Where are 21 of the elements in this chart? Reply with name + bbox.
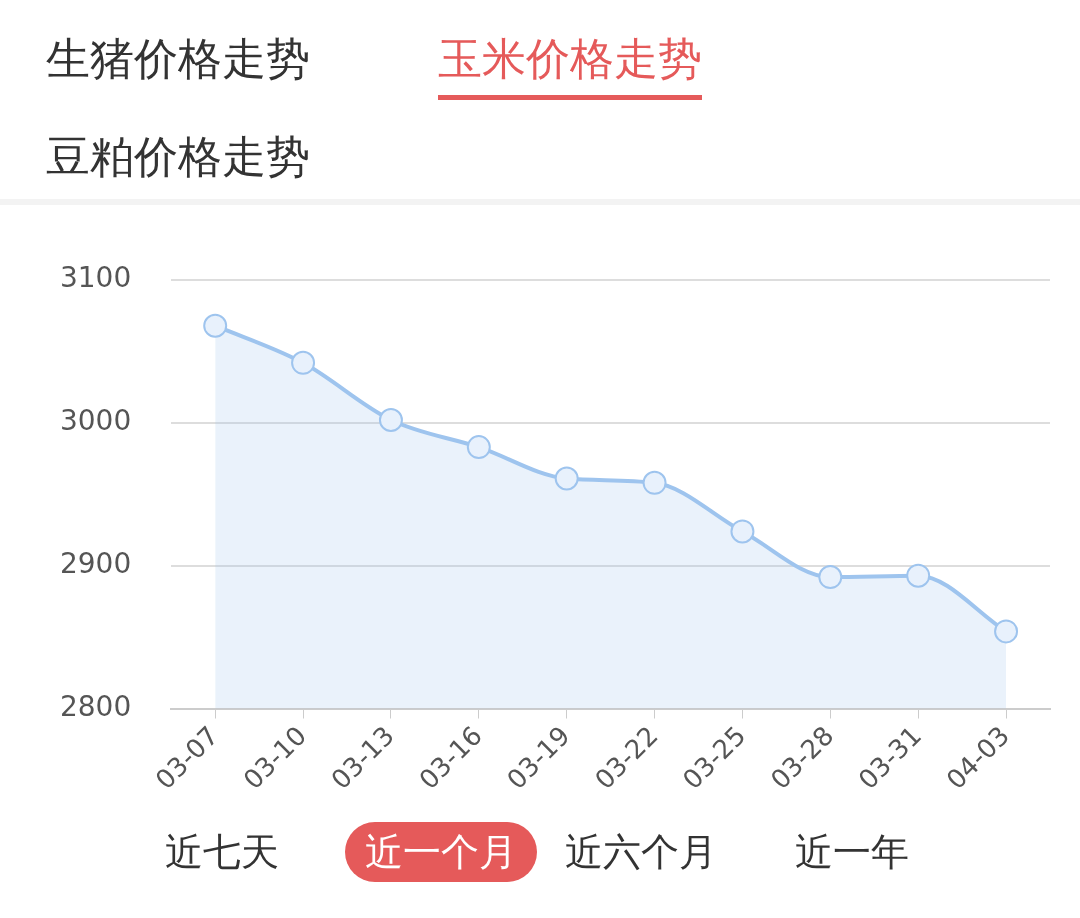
text: 生猪价格走势	[46, 32, 310, 86]
point	[291, 350, 316, 375]
text: 近一年	[794, 829, 910, 876]
point	[994, 619, 1019, 644]
y-tick-label: 2900	[59, 546, 132, 580]
point	[378, 407, 403, 432]
point	[203, 313, 228, 338]
text: 近六个月	[564, 829, 718, 876]
point	[818, 565, 843, 590]
text: 豆粕价格走势	[46, 130, 310, 184]
y-tick-label: 3000	[59, 404, 132, 438]
y-tick-label: 2800	[59, 689, 132, 723]
point	[906, 563, 931, 588]
chart-title: 玉米价格走势	[438, 30, 702, 100]
point	[466, 435, 491, 460]
point	[730, 519, 755, 544]
text: 近七天	[164, 829, 280, 876]
y-tick-label: 3100	[59, 261, 132, 295]
point	[642, 470, 667, 495]
text: 近一个月	[345, 822, 537, 882]
point	[554, 466, 579, 491]
